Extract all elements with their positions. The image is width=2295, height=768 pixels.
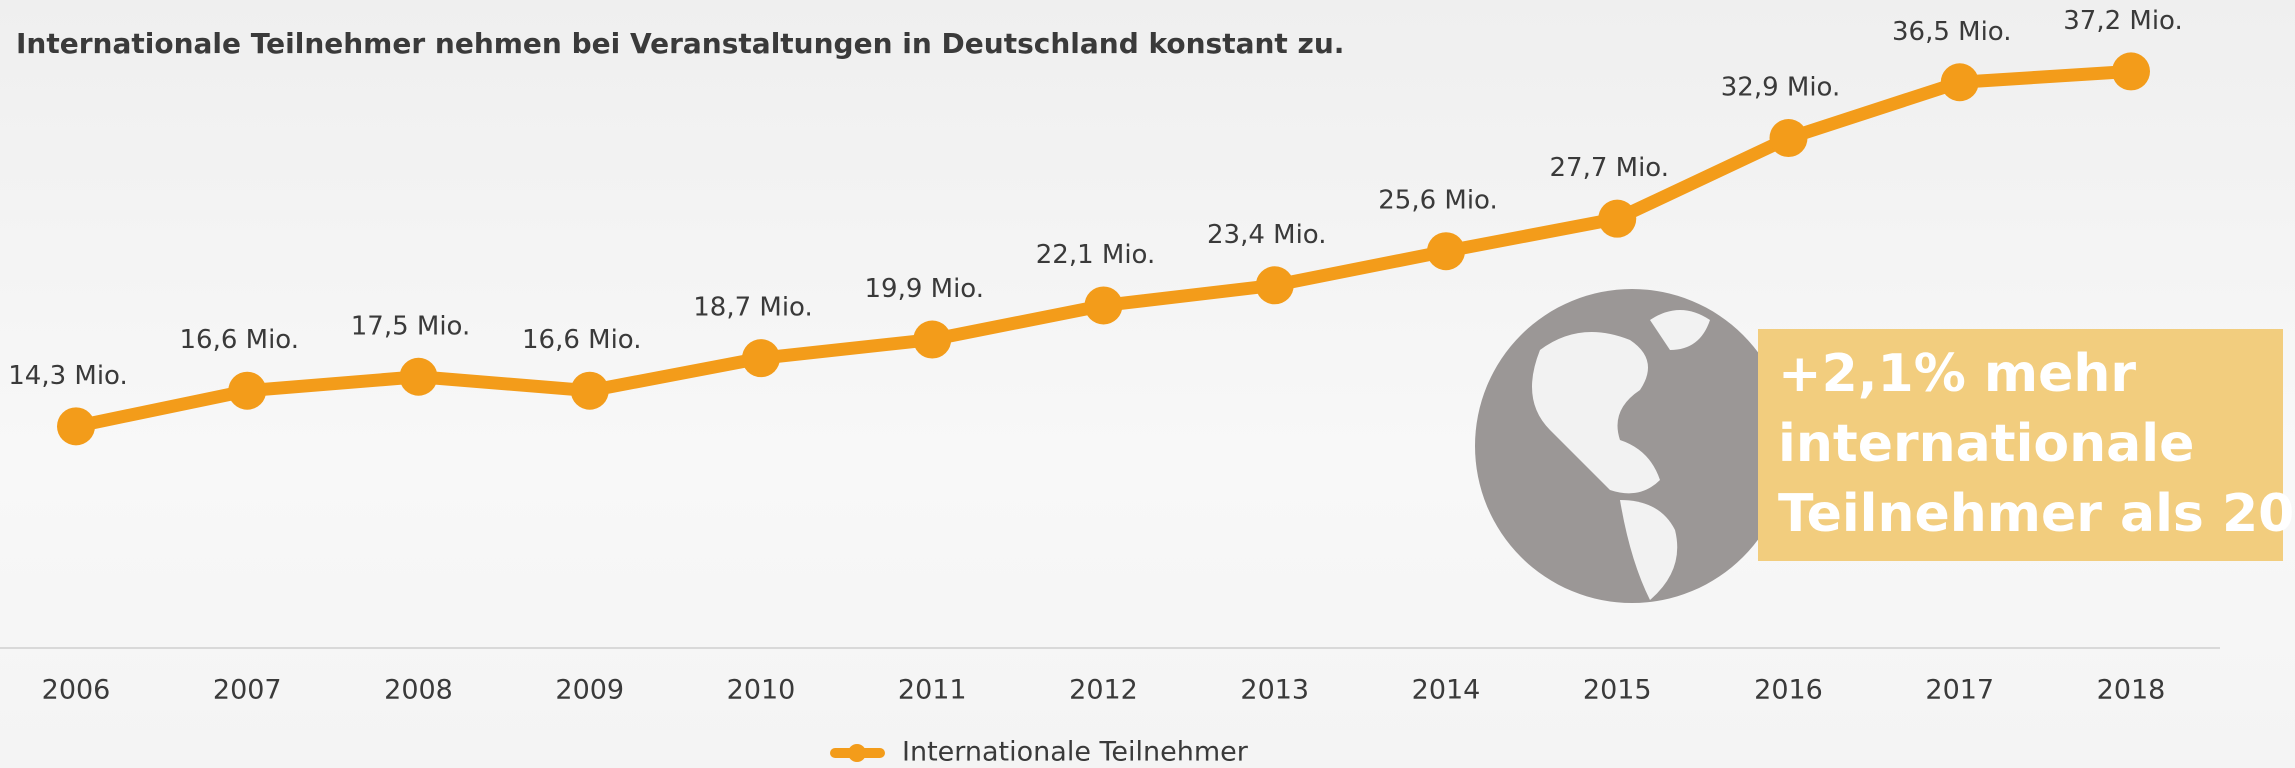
- globe: [1475, 289, 1789, 603]
- callout-text: internationale: [1778, 414, 2194, 474]
- callout-text: Teilnehmer als 2017: [1778, 484, 2295, 544]
- callout-box: [1758, 329, 2283, 561]
- marker: [913, 320, 952, 359]
- x-tick-label: 2017: [1925, 675, 1994, 706]
- data-label: 16,6 Mio.: [179, 325, 299, 355]
- marker: [570, 371, 609, 410]
- marker: [2112, 52, 2150, 91]
- marker: [57, 407, 95, 446]
- x-tick-label: 2012: [1069, 675, 1138, 706]
- x-tick-label: 2009: [555, 675, 624, 706]
- continent: [1532, 332, 1660, 494]
- continent: [1650, 310, 1710, 350]
- data-label: 14,3 Mio.: [8, 361, 128, 391]
- x-tick-label: 2006: [42, 675, 111, 706]
- x-tick-label: 2016: [1754, 675, 1823, 706]
- marker: [1084, 286, 1123, 325]
- data-label: 36,5 Mio.: [1892, 17, 2012, 47]
- marker: [1427, 232, 1465, 271]
- data-label: 32,9 Mio.: [1721, 73, 1841, 103]
- x-tick-label: 2013: [1240, 675, 1309, 706]
- marker: [1769, 119, 1808, 158]
- data-label: 25,6 Mio.: [1378, 186, 1498, 216]
- data-label: 17,5 Mio.: [351, 311, 471, 341]
- callout-text: +2,1% mehr: [1778, 344, 2136, 404]
- x-tick-label: 2008: [384, 675, 453, 706]
- x-tick-label: 2011: [898, 675, 967, 706]
- x-tick-label: 2010: [727, 675, 796, 706]
- marker: [1940, 63, 1979, 102]
- marker: [228, 371, 267, 410]
- data-label: 27,7 Mio.: [1549, 153, 1669, 183]
- marker: [399, 357, 438, 396]
- legend-label: Internationale Teilnehmer: [902, 737, 1249, 768]
- legend-marker: [848, 744, 866, 762]
- x-tick-label: 2007: [213, 675, 282, 706]
- x-tick-label: 2015: [1583, 675, 1652, 706]
- data-label: 16,6 Mio.: [522, 325, 642, 355]
- x-tick-label: 2014: [1412, 675, 1481, 706]
- x-tick-label: 2018: [2097, 675, 2166, 706]
- marker: [742, 339, 780, 378]
- data-label: 22,1 Mio.: [1036, 240, 1156, 270]
- data-label: 23,4 Mio.: [1207, 220, 1327, 250]
- data-label: 19,9 Mio.: [864, 274, 984, 304]
- chart-title: Internationale Teilnehmer nehmen bei Ver…: [16, 27, 1344, 60]
- data-label: 37,2 Mio.: [2063, 6, 2183, 36]
- marker: [1255, 266, 1294, 305]
- marker: [1598, 199, 1637, 238]
- continent: [1620, 500, 1678, 600]
- data-label: 18,7 Mio.: [693, 293, 813, 323]
